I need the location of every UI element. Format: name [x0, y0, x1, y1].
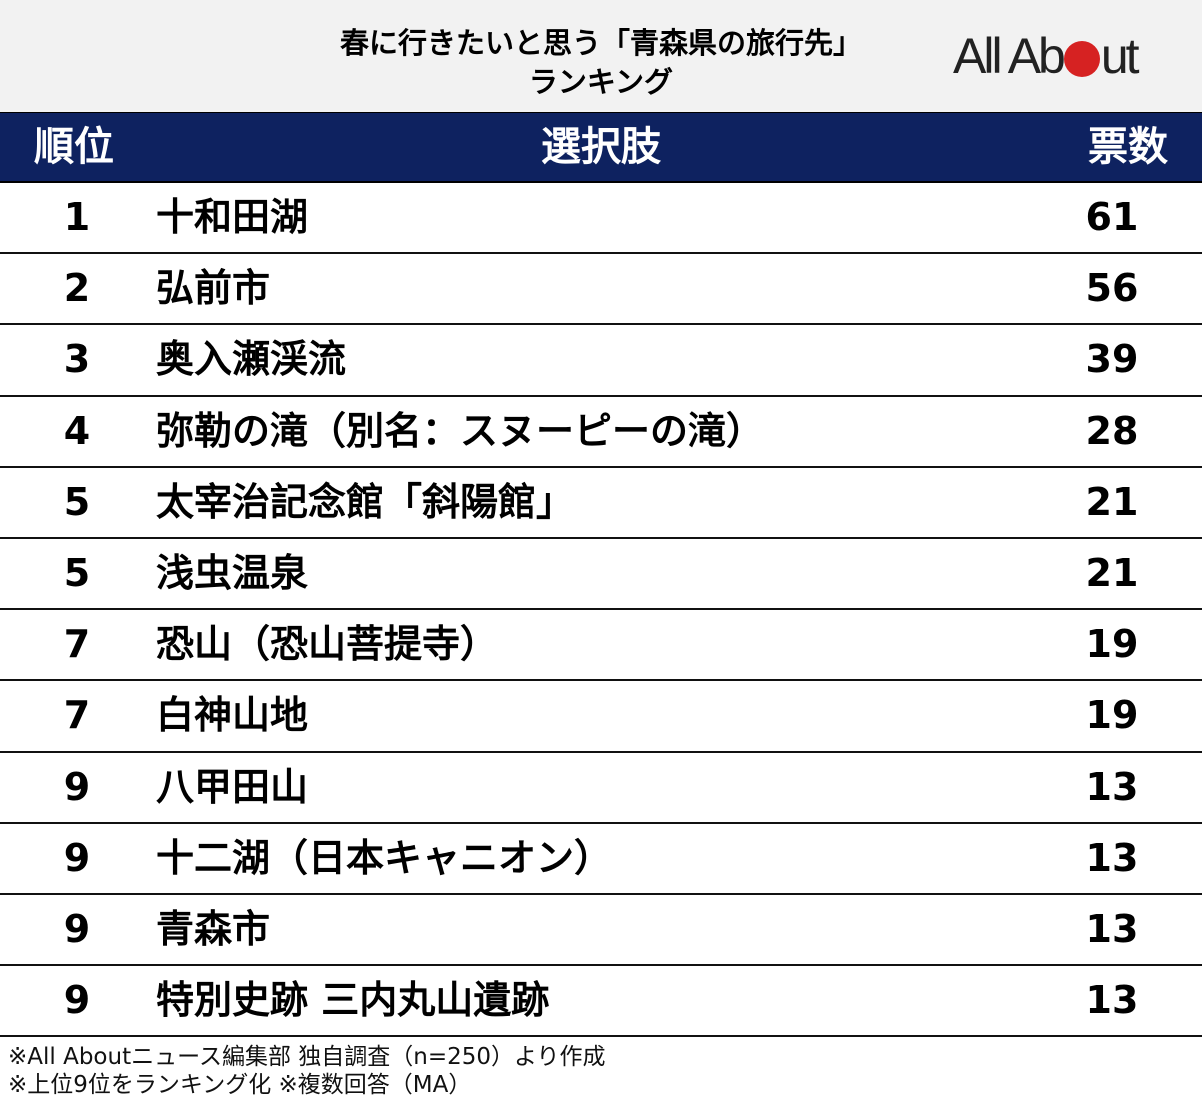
votes-cell: 13 [1085, 835, 1139, 880]
table-row: 7 恐山（恐山菩提寺） 19 [0, 610, 1202, 682]
rank-cell: 5 [63, 550, 91, 595]
votes-cell: 21 [1085, 479, 1139, 524]
table-row: 5 太宰治記念館「斜陽館」 21 [0, 468, 1202, 539]
choice-cell: 白神山地 [156, 693, 309, 738]
table-row: 9 青森市 13 [0, 895, 1202, 967]
footnotes: ※All Aboutニュース編集部 独自調査（n=250）より作成 ※上位9位を… [8, 1043, 606, 1099]
footnote-source: ※All Aboutニュース編集部 独自調査（n=250）より作成 [8, 1044, 606, 1070]
chart-title-line1: 春に行きたいと思う「青森県の旅行先」 [339, 26, 862, 60]
table-header: 選択肢 順位 票数 [0, 112, 1202, 183]
choice-cell: 十二湖（日本キャニオン） [156, 835, 613, 880]
choice-cell: 太宰治記念館「斜陽館」 [156, 479, 575, 524]
table-row: 1 十和田湖 61 [0, 183, 1202, 255]
rank-cell: 2 [63, 266, 91, 311]
rank-cell: 5 [63, 479, 91, 524]
choice-cell: 八甲田山 [156, 764, 309, 809]
column-header-choice: 選択肢 [541, 124, 661, 170]
rank-cell: 1 [63, 195, 91, 239]
column-header-votes: 票数 [1088, 124, 1168, 170]
choice-cell: 特別史跡 三内丸山遺跡 [156, 978, 550, 1023]
votes-cell: 13 [1085, 764, 1139, 809]
rank-cell: 7 [63, 622, 91, 667]
votes-cell: 21 [1085, 550, 1139, 595]
table-row: 2 弘前市 56 [0, 254, 1202, 326]
column-header-rank: 順位 [34, 124, 114, 170]
table-row: 3 奥入瀬渓流 39 [0, 325, 1202, 397]
votes-cell: 28 [1085, 408, 1139, 453]
table-row: 5 浅虫温泉 21 [0, 539, 1202, 611]
logo-text-left: All Ab [953, 28, 1066, 84]
table-row: 4 弥勒の滝（別名：スヌーピーの滝） 28 [0, 397, 1202, 468]
choice-cell: 奥入瀬渓流 [156, 337, 347, 382]
rank-cell: 9 [63, 764, 91, 809]
rank-cell: 9 [63, 978, 91, 1023]
rank-cell: 9 [63, 835, 91, 880]
choice-cell: 青森市 [156, 906, 271, 951]
votes-cell: 61 [1085, 195, 1139, 239]
title-area: 春に行きたいと思う「青森県の旅行先」 ランキング All Ab ut [0, 0, 1202, 112]
table-row: 9 八甲田山 13 [0, 753, 1202, 824]
votes-cell: 13 [1085, 978, 1139, 1023]
logo-red-dot-icon [1063, 41, 1100, 77]
choice-cell: 浅虫温泉 [156, 550, 309, 595]
votes-cell: 56 [1085, 266, 1139, 311]
votes-cell: 13 [1085, 906, 1139, 951]
votes-cell: 19 [1085, 622, 1139, 667]
rank-cell: 4 [63, 408, 91, 453]
rank-cell: 3 [63, 337, 91, 382]
votes-cell: 39 [1085, 337, 1139, 382]
choice-cell: 十和田湖 [156, 195, 309, 239]
table-row: 9 十二湖（日本キャニオン） 13 [0, 824, 1202, 895]
choice-cell: 弘前市 [156, 266, 271, 311]
rank-cell: 9 [63, 906, 91, 951]
footnote-method: ※上位9位をランキング化 ※複数回答（MA） [8, 1072, 472, 1098]
allabout-logo: All Ab ut [953, 28, 1140, 84]
table-row: 7 白神山地 19 [0, 681, 1202, 753]
votes-cell: 19 [1085, 693, 1139, 738]
table-row: 9 特別史跡 三内丸山遺跡 13 [0, 966, 1202, 1038]
rank-cell: 7 [63, 693, 91, 738]
chart-title-line2: ランキング [528, 65, 674, 99]
ranking-table-body: 1 十和田湖 61 2 弘前市 56 3 奥入瀬渓流 39 4 弥勒の滝（別名：スヌーピーの滝… [0, 183, 1202, 1038]
logo-text-right: ut [1100, 28, 1140, 84]
choice-cell: 弥勒の滝（別名：スヌーピーの滝） [156, 408, 765, 453]
choice-cell: 恐山（恐山菩提寺） [156, 622, 499, 667]
